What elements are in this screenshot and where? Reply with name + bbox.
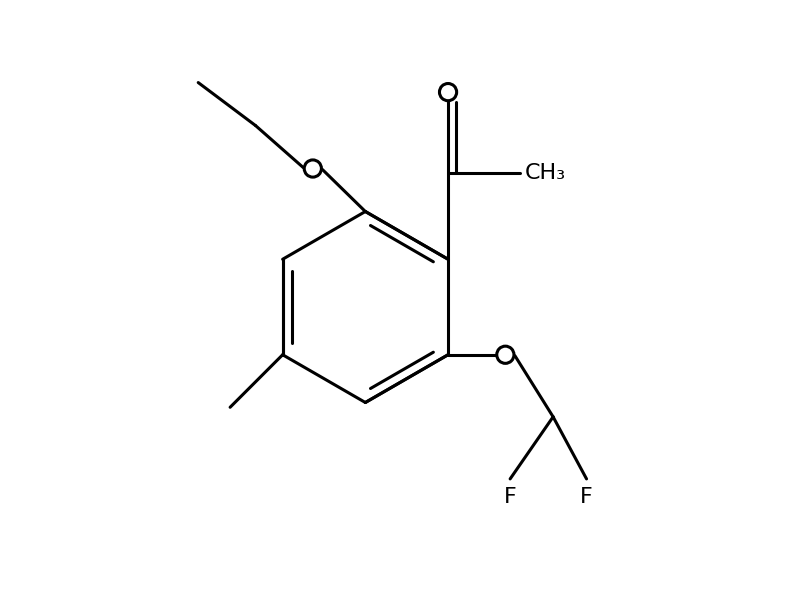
Text: F: F [504, 486, 516, 507]
Text: CH₃: CH₃ [525, 163, 566, 184]
Text: F: F [580, 486, 593, 507]
